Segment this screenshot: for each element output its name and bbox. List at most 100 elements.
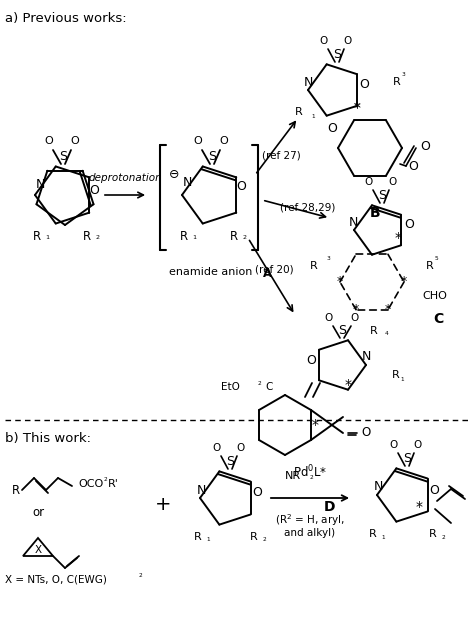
Text: O: O [414,440,422,450]
Text: $^1$: $^1$ [400,376,405,386]
Text: A: A [264,267,273,280]
Text: O: O [306,353,316,366]
Text: *: * [353,303,359,316]
Text: N: N [362,351,371,363]
Text: R: R [429,529,437,539]
Text: (ref 20): (ref 20) [255,265,293,275]
Text: and alkyl): and alkyl) [284,528,336,538]
Text: O: O [219,136,228,146]
Text: R: R [180,230,188,243]
Text: $^3$: $^3$ [326,256,331,264]
Text: $^1$: $^1$ [206,537,211,546]
Text: *: * [394,231,401,245]
Text: S: S [208,150,216,163]
Text: O: O [389,177,397,187]
Text: S: S [59,150,67,163]
Text: R: R [310,261,318,271]
Text: enamide anion: enamide anion [169,267,255,277]
Text: O: O [420,139,430,152]
Text: EtO: EtO [221,382,240,392]
Text: $^3$: $^3$ [401,72,406,80]
Text: O: O [404,218,414,231]
Text: N: N [348,215,358,228]
Text: R: R [370,326,378,336]
Text: R': R' [108,479,119,489]
Text: S: S [378,189,386,202]
Text: $^1$: $^1$ [45,235,51,244]
Text: R: R [369,529,377,539]
Text: O: O [213,443,221,453]
Text: O: O [408,159,418,172]
Text: O: O [361,427,370,440]
Text: N: N [197,483,206,496]
Text: (R$^2$ = H, aryl,: (R$^2$ = H, aryl, [275,512,345,528]
Text: S: S [338,324,346,337]
Text: *: * [401,276,407,289]
Text: R: R [33,230,41,243]
Text: ⊖: ⊖ [169,169,179,182]
Text: *: * [354,101,361,115]
Text: $^2$: $^2$ [95,235,100,244]
Text: O: O [320,36,328,46]
Text: NR: NR [285,471,301,481]
Text: N: N [374,481,383,493]
Text: $_2$: $_2$ [257,379,262,388]
Text: S: S [333,48,341,61]
Text: Pd$^0$L*: Pd$^0$L* [293,463,327,480]
Text: X: X [35,545,42,555]
Text: R: R [83,230,91,243]
Text: $^2$: $^2$ [309,475,314,484]
Text: R: R [250,532,258,542]
Text: *: * [345,378,352,392]
Text: R: R [426,261,434,271]
Text: O: O [71,136,79,146]
Text: b) This work:: b) This work: [5,432,91,445]
Text: O: O [237,443,245,453]
Text: (ref 27): (ref 27) [262,150,301,160]
Text: +: + [155,496,171,514]
Text: C: C [265,382,273,392]
Text: O: O [359,78,369,91]
Text: (ref 28,29): (ref 28,29) [280,203,336,213]
Text: X = NTs, O, C(EWG): X = NTs, O, C(EWG) [5,575,107,585]
Text: R: R [295,107,303,117]
Text: D: D [324,500,336,514]
Text: N: N [304,75,313,88]
Text: deprotonation: deprotonation [88,173,162,183]
Text: N: N [182,177,192,190]
Text: O: O [325,313,333,323]
Text: S: S [403,452,411,465]
Text: O: O [236,180,246,193]
Text: R: R [392,370,400,380]
Text: or: or [32,506,44,519]
Text: $^2$: $^2$ [242,235,247,244]
Text: $^1$: $^1$ [192,235,198,244]
Text: O: O [390,440,398,450]
Text: O: O [89,183,99,197]
Text: O: O [344,36,352,46]
Text: O: O [193,136,202,146]
Text: C: C [433,312,443,326]
Text: O: O [351,313,359,323]
Text: O: O [365,177,373,187]
Text: $^2$: $^2$ [441,534,446,543]
Text: $^4$: $^4$ [384,330,390,339]
Text: R: R [393,77,401,87]
Text: $_2$: $_2$ [138,572,143,580]
Text: R: R [194,532,202,542]
Text: R: R [12,483,20,496]
Text: O: O [252,486,262,499]
Text: $^2$: $^2$ [262,537,267,546]
Text: *: * [385,303,391,316]
Text: O: O [327,121,337,134]
Text: *: * [311,418,319,432]
Text: a) Previous works:: a) Previous works: [5,12,127,25]
Text: N: N [36,179,45,192]
Text: *: * [354,101,360,113]
Text: $^5$: $^5$ [434,256,439,264]
Text: $_2$: $_2$ [103,475,108,485]
Text: R: R [230,230,238,243]
Text: $^1$: $^1$ [311,113,316,123]
Text: O: O [45,136,54,146]
Text: CHO: CHO [422,291,447,301]
